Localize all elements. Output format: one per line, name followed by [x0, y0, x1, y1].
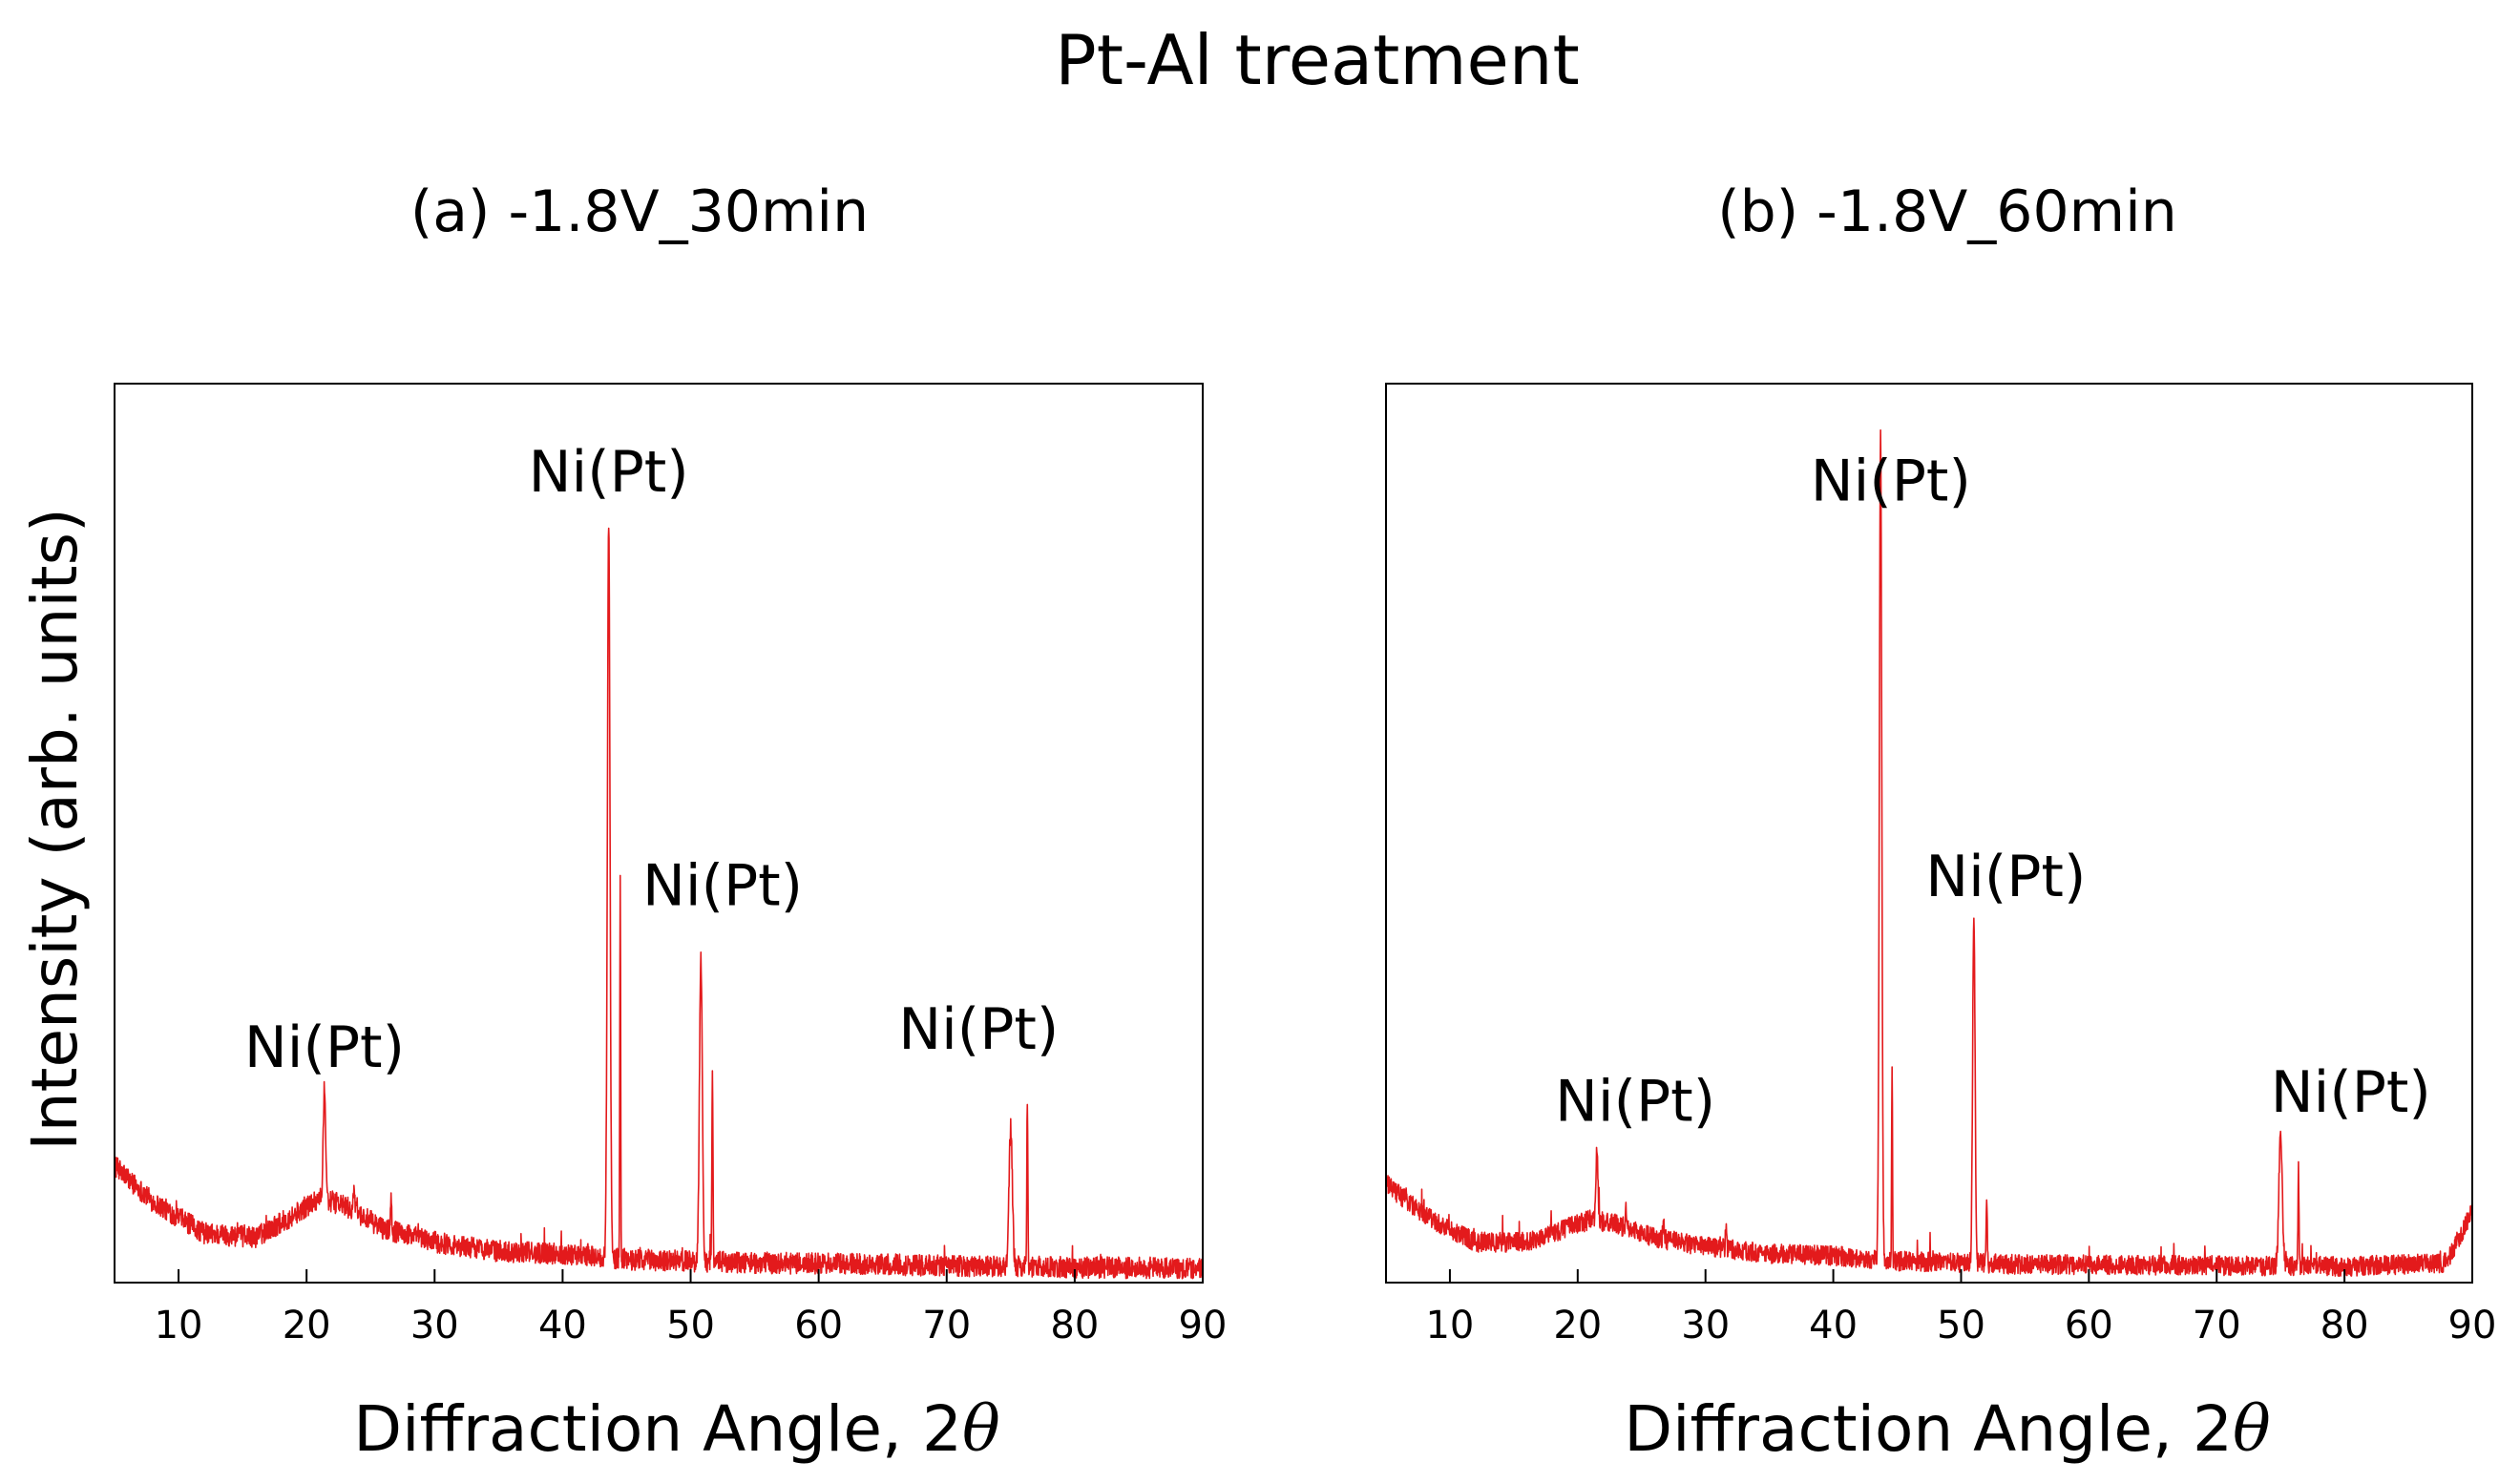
figure-title: Pt-Al treatment	[1055, 20, 1579, 100]
x-tick-label: 10	[155, 1304, 203, 1347]
x-tick-label: 20	[283, 1304, 331, 1347]
peak-label: Ni(Pt)	[529, 439, 689, 506]
x-tick-label: 50	[1937, 1304, 1985, 1347]
x-tick-label: 20	[1553, 1304, 1602, 1347]
x-tick-label: 70	[2193, 1304, 2241, 1347]
peak-label: Ni(Pt)	[1555, 1068, 1715, 1135]
panel-a-plot	[114, 527, 1204, 1280]
panel-a-x-axis-label: Diffraction Angle, 2θ	[353, 1392, 999, 1466]
peak-label: Ni(Pt)	[1925, 844, 2086, 910]
x-tick-label: 80	[1050, 1304, 1099, 1347]
peak-label: Ni(Pt)	[642, 852, 803, 919]
xrd-trace	[1385, 428, 2473, 1278]
panel-b-theta-symbol: θ	[2233, 1392, 2271, 1466]
panel-a-theta-symbol: θ	[962, 1392, 1000, 1466]
x-tick-label: 60	[794, 1304, 843, 1347]
x-tick-label: 80	[2320, 1304, 2369, 1347]
panel-a-x-axis-label-text: Diffraction Angle, 2	[353, 1392, 962, 1466]
panel-a-frame	[114, 383, 1204, 1284]
x-tick-label: 30	[410, 1304, 459, 1347]
panel-b: (b) -1.8V_60min 10 20 30 40 50 60 70 80 90 Ni(Pt…	[1385, 178, 2496, 1466]
panel-a: (a) -1.8V_30min 10 20 30 40 50 60 70 80 90 Ni(Pt…	[114, 178, 1228, 1466]
panel-b-frame	[1385, 383, 2473, 1284]
x-tick-label: 90	[2448, 1304, 2497, 1347]
peak-label: Ni(Pt)	[1811, 448, 1971, 514]
panel-a-title: (a) -1.8V_30min	[410, 178, 869, 245]
x-tick-label: 60	[2065, 1304, 2113, 1347]
panel-b-title: (b) -1.8V_60min	[1717, 178, 2177, 245]
x-tick-label: 50	[666, 1304, 715, 1347]
x-tick-label: 30	[1681, 1304, 1730, 1347]
x-tick-label: 70	[922, 1304, 971, 1347]
y-axis-label: Intensity (arb. units)	[18, 508, 92, 1150]
panel-b-plot	[1385, 428, 2473, 1278]
peak-label: Ni(Pt)	[2271, 1059, 2431, 1126]
panel-b-x-axis-label: Diffraction Angle, 2θ	[1624, 1392, 2270, 1466]
x-tick-label: 40	[1809, 1304, 1858, 1347]
x-tick-label: 40	[538, 1304, 587, 1347]
x-tick-label: 10	[1425, 1304, 1474, 1347]
panel-a-x-ticks: 10 20 30 40 50 60 70 80 90	[155, 1269, 1228, 1347]
panel-a-annotations: Ni(Pt) Ni(Pt) Ni(Pt) Ni(Pt)	[244, 439, 1059, 1081]
x-tick-label: 90	[1179, 1304, 1228, 1347]
panel-b-x-ticks: 10 20 30 40 50 60 70 80 90	[1425, 1269, 2496, 1347]
xrd-trace	[114, 527, 1204, 1280]
peak-label: Ni(Pt)	[244, 1014, 405, 1081]
panel-b-x-axis-label-text: Diffraction Angle, 2	[1624, 1392, 2233, 1466]
panel-b-annotations: Ni(Pt) Ni(Pt) Ni(Pt) Ni(Pt)	[1555, 448, 2431, 1135]
peak-label: Ni(Pt)	[898, 996, 1059, 1063]
